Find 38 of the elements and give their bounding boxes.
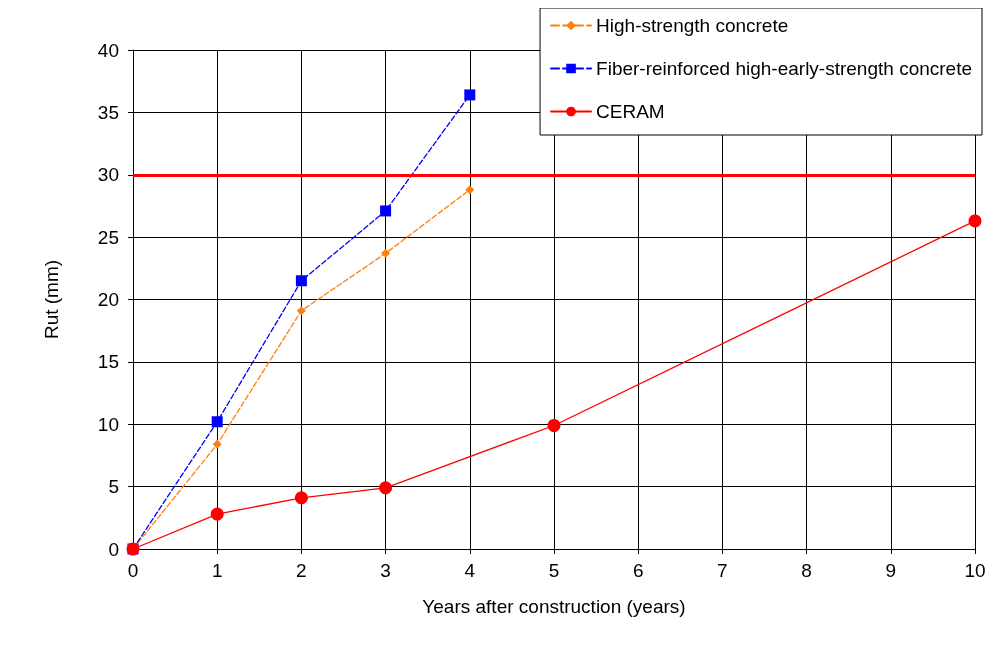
point: [968, 214, 982, 228]
x-tick-label: 9: [885, 560, 897, 581]
y-tick-label: 30: [97, 164, 119, 186]
point: [381, 248, 391, 258]
x-tick-label: 1: [211, 560, 223, 581]
x-tick-label: 0: [127, 560, 139, 581]
y-tick-label: 10: [97, 413, 119, 435]
legend-label: High-strength concrete: [596, 15, 789, 36]
x-tick-label: 10: [964, 560, 986, 581]
point: [379, 481, 393, 495]
y-tick-label: 15: [97, 351, 119, 373]
point: [464, 89, 476, 101]
x-tick-label: 5: [548, 560, 560, 581]
point: [295, 275, 307, 287]
legend-label: CERAM: [596, 101, 665, 122]
y-axis-title: Rut (mm): [41, 259, 62, 340]
point: [294, 491, 308, 505]
y-tick-label: 25: [97, 226, 119, 248]
point: [211, 416, 223, 428]
y-tick-label: 35: [97, 101, 119, 123]
y-tick-label: 20: [97, 289, 119, 310]
y-tick-label: 5: [108, 476, 119, 498]
point: [296, 306, 306, 316]
x-tick-label: 2: [296, 560, 307, 581]
y-tick-label: 40: [97, 39, 119, 61]
point: [465, 185, 475, 195]
x-axis-title: Years after construction (years): [422, 596, 686, 617]
x-tick-label: 4: [464, 560, 476, 581]
x-tick-label: 6: [632, 560, 644, 581]
legend-label: Fiber-reinforced high-early-strength concrete: [596, 58, 973, 79]
point: [547, 419, 561, 432]
point: [380, 205, 392, 217]
x-tick-label: 8: [801, 560, 812, 581]
point: [212, 439, 222, 449]
y-tick-label: 0: [108, 538, 119, 560]
point: [210, 507, 224, 521]
x-tick-label: 7: [717, 560, 728, 581]
x-tick-label: 3: [380, 560, 391, 581]
